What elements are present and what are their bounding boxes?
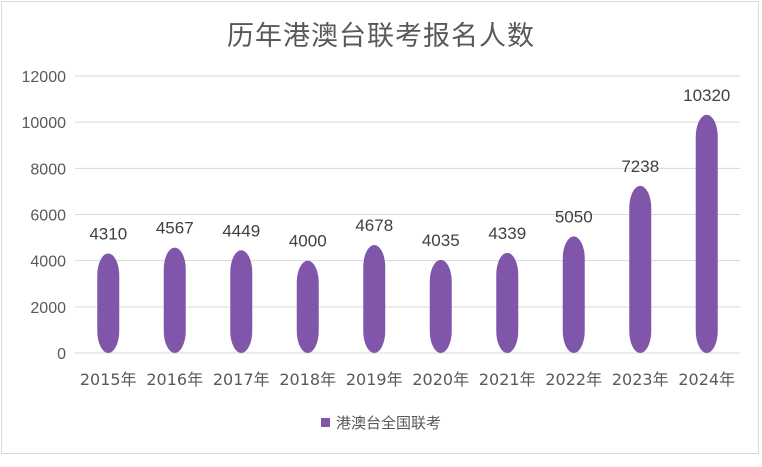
chart-title: 历年港澳台联考报名人数 (227, 21, 535, 52)
bar (695, 114, 718, 353)
bar (296, 260, 319, 353)
x-tick-label: 2023年 (612, 370, 669, 389)
data-label: 4310 (89, 225, 127, 244)
bar (629, 185, 652, 353)
x-tick-label: 2019年 (346, 370, 403, 389)
y-tick-label: 8000 (30, 161, 66, 178)
data-label: 5050 (555, 207, 593, 226)
data-label: 4449 (222, 221, 260, 240)
legend: 港澳台全国联考 (0, 412, 762, 433)
data-label: 4567 (156, 219, 194, 238)
data-label: 7238 (621, 157, 659, 176)
y-tick-label: 12000 (22, 69, 67, 86)
y-tick-label: 6000 (30, 208, 66, 225)
x-tick-label: 2020年 (412, 370, 469, 389)
x-tick-label: 2016年 (146, 370, 203, 389)
x-tick-label: 2017年 (213, 370, 270, 389)
x-tick-label: 2021年 (479, 370, 536, 389)
bar (429, 259, 452, 353)
data-label: 4678 (355, 216, 393, 235)
data-label: 4000 (289, 232, 327, 251)
x-tick-label: 2018年 (279, 370, 336, 389)
bar (230, 250, 253, 353)
x-tick-label: 2015年 (80, 370, 137, 389)
legend-swatch (320, 418, 330, 427)
y-tick-label: 10000 (22, 115, 67, 132)
bar (163, 247, 186, 353)
y-tick-label: 4000 (30, 254, 66, 271)
x-tick-label: 2024年 (678, 370, 735, 389)
bar (496, 252, 519, 353)
x-tick-label: 2022年 (545, 370, 602, 389)
data-label: 4339 (488, 224, 526, 243)
data-label: 10320 (683, 86, 730, 105)
y-tick-label: 2000 (30, 300, 66, 317)
data-label: 4035 (422, 231, 460, 250)
y-tick-label: 0 (57, 346, 66, 363)
bar (97, 253, 120, 353)
bar (562, 236, 585, 353)
bar (363, 245, 386, 353)
legend-label: 港澳台全国联考 (335, 414, 441, 432)
